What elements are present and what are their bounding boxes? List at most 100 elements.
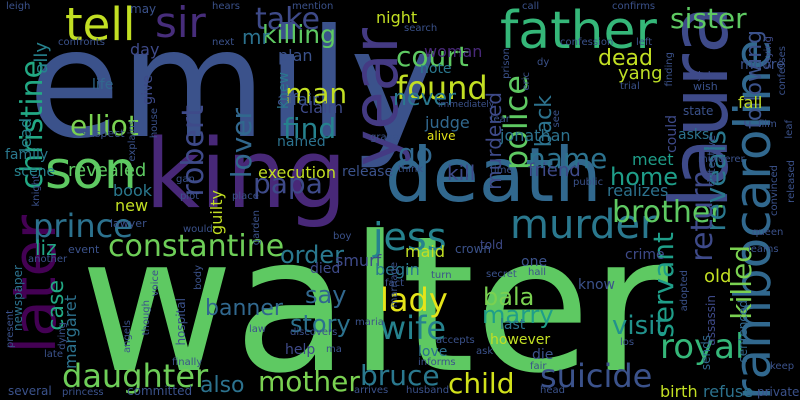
word-lover: lover [225,108,258,179]
word-banner: banner [205,296,283,321]
word-king: king [145,120,347,230]
word-angels: angels [122,320,133,353]
word-one: one [521,254,548,270]
word-walter: walter [80,196,668,400]
word-note: note [420,61,452,77]
word-knight: knight [31,175,42,207]
word-prison: prison [501,48,512,79]
word-emily: emily [28,0,439,172]
word-give: give [140,75,156,105]
word-late: late [44,349,63,360]
word-public: public [573,177,604,188]
word-could: could [664,115,680,153]
word-trial: trial [620,81,640,92]
word-revealed: revealed [68,160,147,181]
word-refuse: refuse [703,382,754,400]
word-never: never [393,86,457,111]
word-explains: explains [127,120,138,162]
word-day: day [130,40,160,59]
word-search: search [404,23,438,34]
word-event: event [68,243,100,256]
word-grave: grave [370,132,399,143]
word-fair: fair [530,361,547,372]
word-hears: hears [212,1,240,12]
word-call: call [522,1,540,12]
word-woman: woman [424,42,483,61]
word-marry: marry [482,301,554,329]
word-release: release [342,164,394,180]
word-hall: hall [528,267,547,278]
word-immediately: immediately [438,100,495,110]
word-maria: maria [355,317,384,328]
word-lady: lady [380,281,448,319]
word-dead: dead [598,46,653,71]
word-find: find [283,112,337,145]
word-fear: fear [490,114,510,125]
word-realizes: realizes [607,181,669,200]
word-crime: crime [625,247,665,263]
word-father: father [500,1,657,61]
word-plot: plot [180,191,200,202]
word-alive: alive [427,129,456,143]
word-fact: fact [385,278,405,289]
word-sir: sir [155,0,206,47]
word-several: several [8,384,52,398]
word-finally: finally [172,357,203,368]
word-sends: sends [699,335,713,371]
word-constantine: constantine [108,229,285,264]
word-liz: liz [35,236,57,260]
word-affair: affair [277,90,319,109]
word-sentenced: sentenced [736,300,750,363]
word-found: found [396,69,488,107]
word-suspect: suspect [82,127,125,140]
word-lawyer: lawyer [110,217,147,230]
word-bruce: bruce [360,359,440,392]
word-elliot: elliot [70,109,139,142]
word-leigh: leigh [6,1,31,12]
word-confirms: confirms [612,1,656,12]
word-saying: saying [763,36,774,69]
word-last: last [500,317,526,333]
word-released: released [786,160,797,203]
word-royal: royal [660,327,745,367]
word-begin: begin [375,260,420,279]
word-gan: gan [176,174,195,185]
word-love: love [418,344,448,360]
word-death: death [385,131,602,219]
word-book: book [113,181,152,200]
word-next: next [212,37,235,48]
word-time: time [490,165,513,176]
word-maid: maid [405,242,445,261]
word-plan: plan [278,46,313,65]
word-secret: secret [486,269,517,280]
word-man: man [285,77,348,110]
word-hospital: hospital [174,298,188,346]
word-judge: judge [425,113,470,132]
word-lead: lead [16,118,35,153]
word-daughter: daughter [62,357,209,395]
word-ally: ally [31,42,52,74]
word-left: left [636,37,653,48]
word-moore: moore [740,57,785,73]
word-leaf: leaf [784,120,795,139]
word-see: see [551,110,562,128]
word-take: take [255,2,320,37]
word-marriage: marriage [389,262,400,308]
word-die: die [532,347,554,363]
word-also: also [200,373,245,398]
word-body: body [193,265,204,290]
word-film: film [758,119,777,130]
word-husband: husband [406,385,450,396]
word-ma: ma [326,344,342,355]
word-birth: birth [660,382,698,400]
word-voice: voice [150,270,161,297]
word-told: told [480,238,503,252]
word-accepts: accepts [436,335,475,346]
word-prince: prince [33,207,133,245]
word-name: name [528,142,608,175]
word-confession: confession [560,37,614,48]
word-confesses: confesses [777,46,788,96]
word-night: night [376,8,418,27]
word-new: new [115,196,149,215]
word-dying: dying [57,322,68,350]
